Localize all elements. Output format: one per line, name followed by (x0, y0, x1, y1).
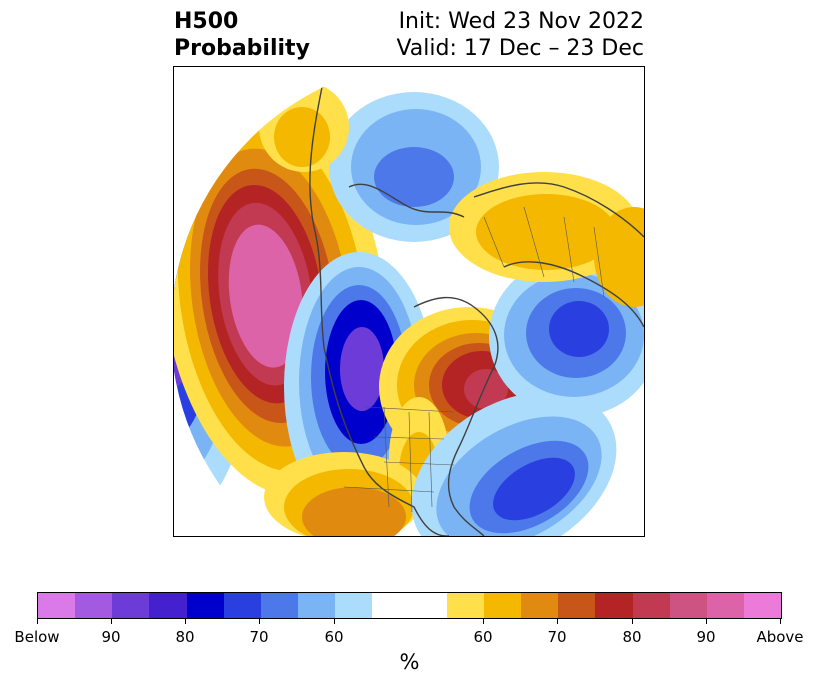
title-variable-line2: Probability (174, 36, 310, 61)
tickmark (259, 619, 260, 624)
tickmark (334, 619, 335, 624)
anomaly-below-arctic (329, 92, 499, 242)
valid-dates: Valid: 17 Dec – 23 Dec (396, 36, 644, 61)
borders (343, 206, 605, 513)
tick-label-below-90: 90 (101, 628, 121, 646)
title-dates: Init: Wed 23 Nov 2022 Valid: 17 Dec – 23… (396, 8, 644, 62)
tick-label-below-60: 60 (324, 628, 344, 646)
tick-label-below-70: 70 (249, 628, 269, 646)
colorbar-segment (298, 593, 336, 618)
colorbar-segment (260, 593, 299, 618)
colorbar-segment (483, 593, 522, 618)
anomaly-below-atlantic (411, 391, 617, 536)
tickmark (557, 619, 558, 624)
tick-label-above: Above (756, 628, 804, 646)
tick-label-above-80: 80 (622, 628, 642, 646)
tick-label-above-60: 60 (473, 628, 493, 646)
tickmark (706, 619, 707, 624)
title-variable-line1: H500 (174, 9, 239, 34)
anomaly-above-alaska (259, 82, 349, 172)
tick-label-above-90: 90 (696, 628, 716, 646)
title-variable: H500 Probability (174, 8, 310, 62)
colorbar (37, 592, 782, 619)
colorbar-unit-label: % (399, 650, 420, 674)
colorbar-segment (632, 593, 670, 618)
colorbar-segment (149, 593, 187, 618)
colorbar-segment (335, 593, 373, 618)
probability-map (174, 67, 644, 536)
colorbar-segment (75, 593, 113, 618)
colorbar-segment (186, 593, 224, 618)
colorbar-segment (743, 593, 782, 618)
colorbar-segment (595, 593, 633, 618)
colorbar-segment (521, 593, 559, 618)
colorbar-segment (409, 593, 447, 618)
colorbar-segment (223, 593, 261, 618)
colorbar-segment (372, 593, 410, 618)
tick-label-above-70: 70 (547, 628, 567, 646)
tick-label-below-80: 80 (175, 628, 195, 646)
colorbar-segment (706, 593, 744, 618)
colorbar-segment (38, 593, 76, 618)
tickmark (111, 619, 112, 624)
map-panel (173, 66, 645, 537)
colorbar-segment (112, 593, 150, 618)
tickmark (483, 619, 484, 624)
tickmark (780, 619, 781, 624)
colorbar-segment (446, 593, 484, 618)
colorbar-segment (558, 593, 596, 618)
tickmark (37, 619, 38, 624)
init-date: Init: Wed 23 Nov 2022 (398, 9, 644, 34)
tickmark (185, 619, 186, 624)
colorbar-segment (669, 593, 707, 618)
tickmark (632, 619, 633, 624)
tick-label-below: Below (14, 628, 60, 646)
